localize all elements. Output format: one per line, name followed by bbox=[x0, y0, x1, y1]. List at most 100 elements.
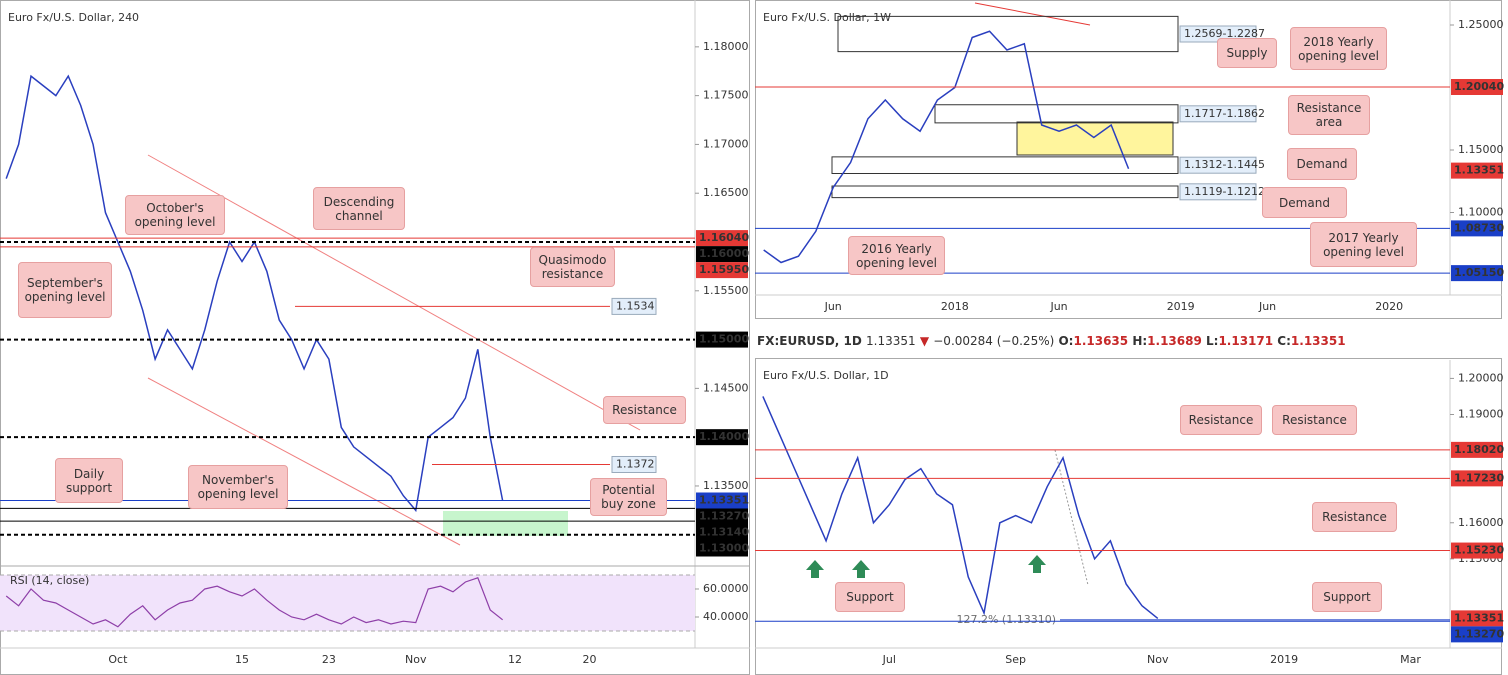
level-label-box bbox=[1451, 79, 1503, 95]
y-tick-label: 1.15000 bbox=[1458, 143, 1504, 156]
y-tick-label: 1.17500 bbox=[703, 89, 749, 102]
level-label-box bbox=[696, 540, 748, 557]
callout: Descending channel bbox=[313, 187, 405, 230]
callout: Resistance bbox=[1272, 405, 1357, 435]
zone bbox=[837, 15, 1179, 53]
level-label-box bbox=[696, 230, 748, 247]
x-tick-label: Nov bbox=[1147, 653, 1169, 666]
level-label: 1.20040 bbox=[1454, 80, 1504, 93]
x-tick-label: 2019 bbox=[1270, 653, 1298, 666]
zone bbox=[934, 104, 1179, 124]
level-label: 1.08730 bbox=[1454, 221, 1504, 234]
zone-label: 1.1119-1.1212 bbox=[1184, 185, 1265, 198]
level-label-box bbox=[696, 262, 748, 279]
ohlc-key: O: bbox=[1058, 334, 1074, 348]
level-label: 1.16000 bbox=[699, 247, 749, 260]
y-tick-label: 60.0000 bbox=[703, 582, 749, 595]
level-label: 1.13270 bbox=[1454, 627, 1504, 640]
trend-line bbox=[974, 2, 1091, 26]
x-tick-label: 2018 bbox=[941, 300, 969, 313]
y-tick-label: 1.13500 bbox=[703, 479, 749, 492]
price-line bbox=[763, 30, 1130, 264]
y-tick-label: 1.25000 bbox=[1458, 18, 1504, 31]
level-label: 1.18020 bbox=[1454, 443, 1504, 456]
callout: Demand bbox=[1262, 187, 1347, 218]
level-label: 1.1372 bbox=[616, 457, 655, 470]
callout: Support bbox=[835, 582, 905, 612]
callout: 2018 Yearly opening level bbox=[1290, 27, 1387, 70]
x-tick-label: 20 bbox=[583, 653, 597, 666]
quote-header: FX:EURUSD, 1D 1.13351 ▼ −0.00284 (−0.25%… bbox=[757, 334, 1346, 348]
level-label: 1.13351 bbox=[1454, 611, 1504, 624]
y-tick-label: 1.18000 bbox=[703, 40, 749, 53]
level-label-box bbox=[1451, 626, 1503, 643]
y-tick-label: 1.14500 bbox=[703, 381, 749, 394]
chart-title: Euro Fx/U.S. Dollar, 1W bbox=[763, 11, 891, 24]
level-label-box bbox=[696, 492, 748, 509]
callout: Demand bbox=[1287, 148, 1357, 180]
zone-label: 1.2569-1.2287 bbox=[1184, 27, 1265, 40]
x-tick-label: 2020 bbox=[1375, 300, 1403, 313]
zone-label: 1.1717-1.1862 bbox=[1184, 107, 1265, 120]
level-label: 1.13140 bbox=[699, 525, 749, 538]
zone-label: 1.1312-1.1445 bbox=[1184, 158, 1265, 171]
ohlc-value: 1.13635 bbox=[1073, 334, 1129, 348]
callout: Support bbox=[1312, 582, 1382, 612]
arrow bbox=[852, 560, 870, 578]
level-label-box bbox=[1451, 610, 1503, 627]
level-label-box bbox=[1451, 162, 1503, 179]
zone bbox=[831, 185, 1179, 199]
x-tick-label: 23 bbox=[322, 653, 336, 666]
change: −0.00284 (−0.25%) bbox=[933, 334, 1055, 348]
callout: 2017 Yearly opening level bbox=[1310, 222, 1417, 267]
level-label-box bbox=[696, 508, 748, 525]
ohlc-value: 1.13171 bbox=[1218, 334, 1274, 348]
level-label-box bbox=[611, 455, 657, 473]
rsi-title: RSI (14, close) bbox=[10, 574, 89, 587]
panel-border bbox=[0, 0, 750, 675]
callout: Resistance bbox=[1312, 502, 1397, 532]
zone-label-box bbox=[1179, 156, 1257, 174]
level-label: 1.14000 bbox=[699, 430, 749, 443]
last: 1.13351 bbox=[866, 334, 916, 348]
ohlc-value: 1.13689 bbox=[1147, 334, 1202, 348]
x-tick-label: Mar bbox=[1400, 653, 1421, 666]
ohlc-key: L: bbox=[1206, 334, 1219, 348]
y-tick-label: 1.10000 bbox=[1458, 206, 1504, 219]
level-label-box bbox=[696, 524, 748, 541]
level-label: 1.15000 bbox=[699, 333, 749, 346]
x-tick-label: Nov bbox=[405, 653, 427, 666]
callout: November's opening level bbox=[188, 465, 288, 509]
price-line bbox=[762, 396, 1159, 619]
highlight-zone bbox=[1016, 121, 1174, 156]
callout: Resistance area bbox=[1288, 95, 1370, 135]
callout: September's opening level bbox=[18, 262, 112, 318]
level-label-box bbox=[696, 246, 748, 263]
level-label: 1.13351 bbox=[1454, 164, 1504, 177]
arrow bbox=[806, 560, 824, 578]
channel-line bbox=[147, 377, 461, 546]
x-tick-label: Jun bbox=[1049, 300, 1067, 313]
rsi-band bbox=[0, 574, 695, 631]
level-label-box bbox=[611, 297, 657, 315]
ohlc-key: C: bbox=[1277, 334, 1291, 348]
x-tick-label: Jun bbox=[824, 300, 842, 313]
level-label-box bbox=[1451, 470, 1503, 487]
zone-label-box bbox=[1179, 183, 1257, 201]
y-tick-label: 1.20000 bbox=[1458, 371, 1504, 384]
buy-zone bbox=[443, 511, 568, 536]
level-label: 1.13351 bbox=[699, 493, 749, 506]
ohlc-value: 1.13351 bbox=[1290, 334, 1346, 348]
x-tick-label: 12 bbox=[508, 653, 522, 666]
x-tick-label: Sep bbox=[1005, 653, 1026, 666]
level-label-box bbox=[1451, 265, 1503, 282]
level-label-box bbox=[696, 429, 748, 446]
symbol: FX:EURUSD, 1D bbox=[757, 334, 862, 348]
level-label: 1.15950 bbox=[699, 263, 749, 276]
ohlc: O:1.13635 H:1.13689 L:1.13171 C:1.13351 bbox=[1058, 334, 1345, 348]
y-tick-label: 1.16500 bbox=[703, 186, 749, 199]
callout: Resistance bbox=[1180, 405, 1262, 435]
rsi-line bbox=[5, 577, 504, 628]
